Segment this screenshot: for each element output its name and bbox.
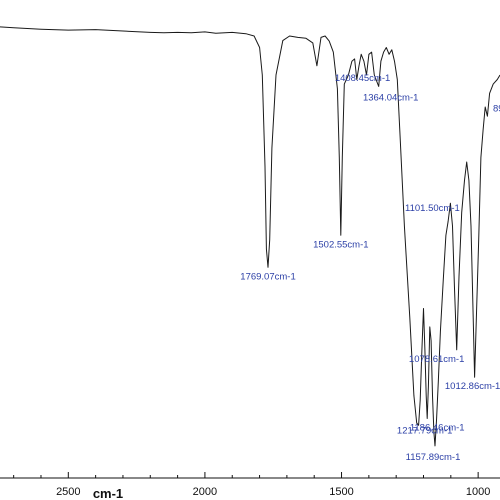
peak-label: 1186.46cm-1 <box>410 422 465 433</box>
x-tick-label: 2500 <box>56 486 80 498</box>
peak-label: 1157.89cm-1 <box>406 452 461 463</box>
x-tick-label: 1000 <box>466 486 490 498</box>
peak-label: 1217.79cm-1 <box>397 425 452 436</box>
x-axis: 2500 2000 1500 1000 <box>0 472 500 498</box>
plot-area <box>0 26 500 447</box>
x-tick-label: 2000 <box>193 486 217 498</box>
peak-label: 1502.55cm-1 <box>313 239 368 250</box>
peak-label: 1101.50cm-1 <box>405 203 460 214</box>
x-tick-label: 1500 <box>329 486 353 498</box>
peak-label: 1769.07cm-1 <box>240 271 295 282</box>
peak-label: 1364.04cm-1 <box>363 92 418 103</box>
peak-labels: 1769.07cm-1 1502.55cm-1 1408.45cm-1 1364.04… <box>240 73 500 463</box>
peak-label: 89 <box>493 104 500 115</box>
peak-label: 1012.86cm-1 <box>445 381 500 392</box>
peak-label: 1078.61cm-1 <box>409 354 464 365</box>
spectrum-trace-0 <box>0 26 500 447</box>
x-axis-label: cm-1 <box>93 486 123 500</box>
peak-label: 1408.45cm-1 <box>335 73 390 84</box>
